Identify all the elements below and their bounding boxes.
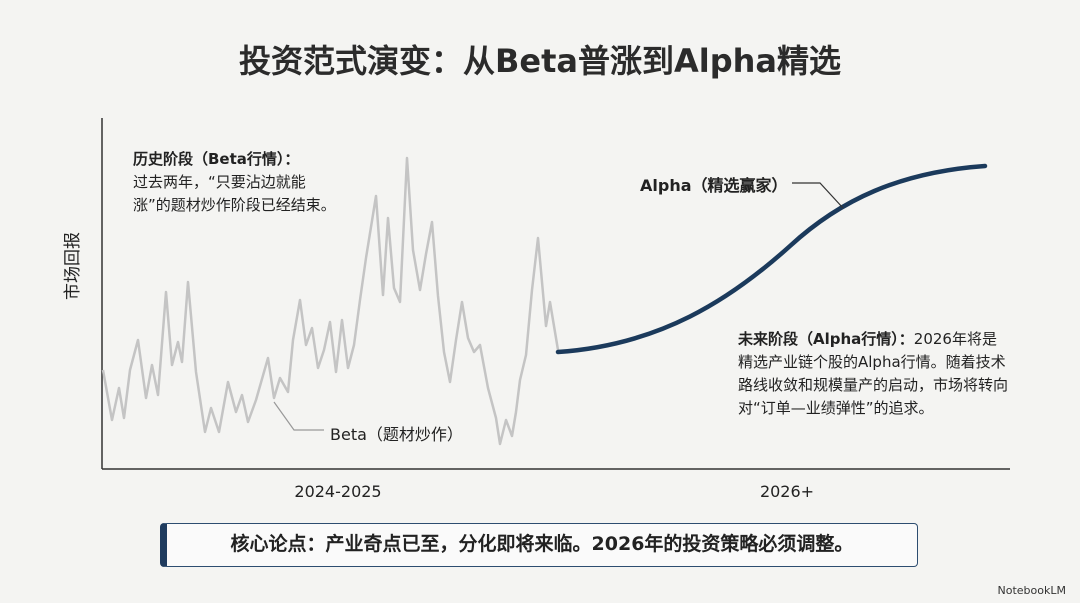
- beta-leader: [273, 401, 324, 431]
- future-note: 未来阶段（Alpha行情）：2026年将是精选产业链个股的Alpha行情。随着技…: [738, 328, 1010, 420]
- future-body: 2026年将是精选产业链个股的Alpha行情。随着技术路线收敛和规模量产的启动，…: [738, 330, 1009, 417]
- alpha-label: Alpha（精选赢家）: [640, 176, 788, 195]
- history-heading: 历史阶段（Beta行情）：: [133, 150, 300, 168]
- title: 投资范式演变：从Beta普涨到Alpha精选: [238, 42, 841, 80]
- alpha-leader: [792, 182, 844, 209]
- x-label: 2024-2025: [294, 482, 382, 501]
- history-body: 过去两年，“只要沾边就能涨”的题材炒作阶段已经结束。: [133, 173, 336, 214]
- beta-line: [101, 156, 560, 446]
- future-heading: 未来阶段（Alpha行情）：: [738, 330, 914, 348]
- y-axis-label: 市场回报: [63, 232, 83, 300]
- alpha-line: [555, 163, 988, 355]
- beta-label: Beta（题材炒作）: [330, 425, 463, 444]
- watermark: NotebookLM: [997, 584, 1066, 597]
- callout: 核心论点：产业奇点已至，分化即将来临。2026年的投资策略必须调整。: [160, 523, 918, 567]
- history-note: 历史阶段（Beta行情）： 过去两年，“只要沾边就能涨”的题材炒作阶段已经结束。: [133, 148, 341, 217]
- x-label: 2026+: [759, 482, 815, 501]
